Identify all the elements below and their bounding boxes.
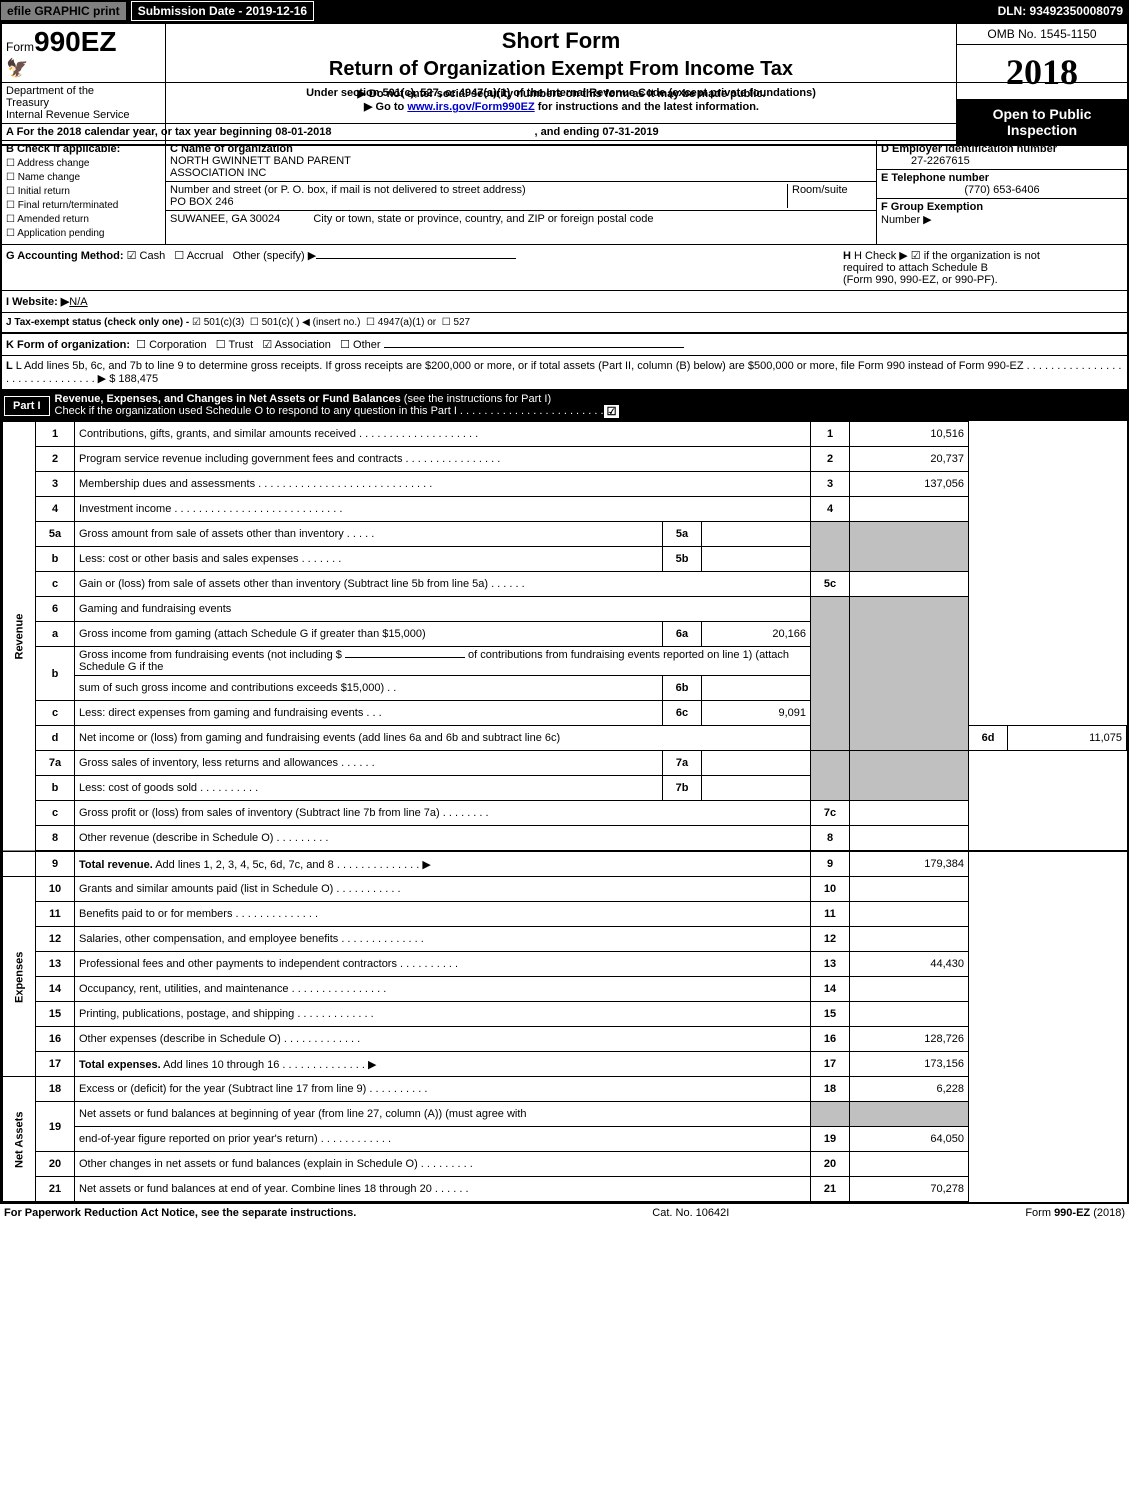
chk-527[interactable]: ☐ <box>442 317 451 328</box>
ssn-warning: ▶ Do not enter social security numbers o… <box>170 87 953 100</box>
line-19-2: end-of-year figure reported on prior yea… <box>3 1127 1127 1152</box>
radio-accrual[interactable]: ☐ <box>174 250 184 262</box>
line-3: 3Membership dues and assessments . . . .… <box>3 472 1127 497</box>
chk-other-org[interactable]: ☐ <box>340 339 350 351</box>
chk-final-return[interactable]: ☐ <box>6 200 15 211</box>
street-address: PO BOX 246 <box>170 196 234 208</box>
part-1-label: Part I <box>4 396 50 416</box>
line-12: 12Salaries, other compensation, and empl… <box>3 927 1127 952</box>
line-6: 6Gaming and fundraising events <box>3 597 1127 622</box>
chk-assoc[interactable]: ☑ <box>262 339 272 351</box>
section-g-h: G Accounting Method: ☑ Cash ☐ Accrual Ot… <box>2 245 1127 291</box>
sidebar-expenses: Expenses <box>3 877 36 1077</box>
line-4: 4Investment income . . . . . . . . . . .… <box>3 497 1127 522</box>
omb-number: OMB No. 1545-1150 <box>957 24 1127 45</box>
irs-eagle-icon: 🦅 <box>6 58 161 79</box>
chk-schedule-o[interactable]: ☑ <box>604 405 620 418</box>
line-8: 8Other revenue (describe in Schedule O) … <box>3 826 1127 852</box>
section-l-gross-receipts: L L Add lines 5b, 6c, and 7b to line 9 t… <box>2 356 1127 390</box>
sidebar-revenue: Revenue <box>3 422 36 852</box>
line-17: 17Total expenses. Add lines 10 through 1… <box>3 1052 1127 1077</box>
section-bcdef: B Check if applicable: ☐ Address change … <box>2 141 1127 245</box>
other-specify-input[interactable] <box>316 258 516 259</box>
section-b-checkboxes: B Check if applicable: ☐ Address change … <box>2 141 166 244</box>
top-bar: efile GRAPHIC print Submission Date - 20… <box>0 0 1129 22</box>
chk-corp[interactable]: ☐ <box>136 339 146 351</box>
website-value: N/A <box>69 296 87 308</box>
ein: 27-2267615 <box>911 155 970 167</box>
chk-501c[interactable]: ☐ <box>250 317 259 328</box>
line-7c: cGross profit or (loss) from sales of in… <box>3 801 1127 826</box>
efile-print-btn[interactable]: efile GRAPHIC print <box>0 1 127 21</box>
line-9: 9Total revenue. Add lines 1, 2, 3, 4, 5c… <box>3 851 1127 877</box>
section-i-website: I Website: ▶N/A <box>2 291 1127 313</box>
website-instruction: ▶ Go to www.irs.gov/Form990EZ for instru… <box>170 100 953 113</box>
top-bar-left: efile GRAPHIC print Submission Date - 20… <box>0 1 314 21</box>
line-14: 14Occupancy, rent, utilities, and mainte… <box>3 977 1127 1002</box>
line-13: 13Professional fees and other payments t… <box>3 952 1127 977</box>
submission-date: Submission Date - 2019-12-16 <box>131 1 314 21</box>
chk-trust[interactable]: ☐ <box>216 339 226 351</box>
short-form-title: Short Form <box>170 28 952 54</box>
footer: For Paperwork Reduction Act Notice, see … <box>0 1204 1129 1222</box>
chk-name-change[interactable]: ☐ <box>6 172 15 183</box>
section-j-tax-status: J Tax-exempt status (check only one) - ☑… <box>2 313 1127 334</box>
org-name-1: NORTH GWINNETT BAND PARENT <box>170 155 351 167</box>
gross-receipts-amount: 188,475 <box>118 373 158 385</box>
chk-amended-return[interactable]: ☐ <box>6 214 15 225</box>
line-7a: 7aGross sales of inventory, less returns… <box>3 751 1127 776</box>
line-20: 20Other changes in net assets or fund ba… <box>3 1152 1127 1177</box>
form-container: Form990EZ 🦅 Short Form Return of Organiz… <box>0 22 1129 1204</box>
line-15: 15Printing, publications, postage, and s… <box>3 1002 1127 1027</box>
line-21: 21Net assets or fund balances at end of … <box>3 1177 1127 1202</box>
form-number: 990EZ <box>34 26 117 57</box>
6b-input[interactable] <box>345 657 465 658</box>
return-title: Return of Organization Exempt From Incom… <box>170 58 952 81</box>
dept-treasury: Department of the Treasury Internal Reve… <box>2 83 166 123</box>
line-5a: 5aGross amount from sale of assets other… <box>3 522 1127 547</box>
line-11: 11Benefits paid to or for members . . . … <box>3 902 1127 927</box>
line-1: Revenue 1 Contributions, gifts, grants, … <box>3 422 1127 447</box>
line-18: Net Assets 18Excess or (deficit) for the… <box>3 1077 1127 1102</box>
chk-schedule-b[interactable]: ☑ <box>911 250 921 262</box>
part-1-header: Part I Revenue, Expenses, and Changes in… <box>2 390 1127 421</box>
part-1-title: Revenue, Expenses, and Changes in Net As… <box>52 390 623 421</box>
line-16: 16Other expenses (describe in Schedule O… <box>3 1027 1127 1052</box>
city-state-zip: SUWANEE, GA 30024 <box>170 213 280 225</box>
line-2: 2Program service revenue including gover… <box>3 447 1127 472</box>
org-name-2: ASSOCIATION INC <box>170 167 266 179</box>
form-prefix: Form <box>6 40 34 54</box>
chk-app-pending[interactable]: ☐ <box>6 228 15 239</box>
line-10: Expenses 10Grants and similar amounts pa… <box>3 877 1127 902</box>
line-5c: cGain or (loss) from sale of assets othe… <box>3 572 1127 597</box>
chk-501c3[interactable]: ☑ <box>192 317 201 328</box>
radio-cash[interactable]: ☑ <box>127 250 137 262</box>
sidebar-netassets: Net Assets <box>3 1077 36 1202</box>
chk-4947[interactable]: ☐ <box>366 317 375 328</box>
cat-no: Cat. No. 10642I <box>652 1207 729 1219</box>
chk-initial-return[interactable]: ☐ <box>6 186 15 197</box>
section-c-org-info: C Name of organization NORTH GWINNETT BA… <box>166 141 876 244</box>
section-k-form-org: K Form of organization: ☐ Corporation ☐ … <box>2 334 1127 356</box>
phone: (770) 653-6406 <box>881 184 1123 196</box>
section-def: D Employer identification number 27-2267… <box>876 141 1127 244</box>
irs-link[interactable]: www.irs.gov/Form990EZ <box>407 101 534 113</box>
chk-address-change[interactable]: ☐ <box>6 158 15 169</box>
dln-number: DLN: 93492350008079 <box>992 2 1129 20</box>
part1-table: Revenue 1 Contributions, gifts, grants, … <box>2 421 1127 1202</box>
instructions-area: ▶ Do not enter social security numbers o… <box>166 83 957 123</box>
line-19-1: 19Net assets or fund balances at beginni… <box>3 1102 1127 1127</box>
